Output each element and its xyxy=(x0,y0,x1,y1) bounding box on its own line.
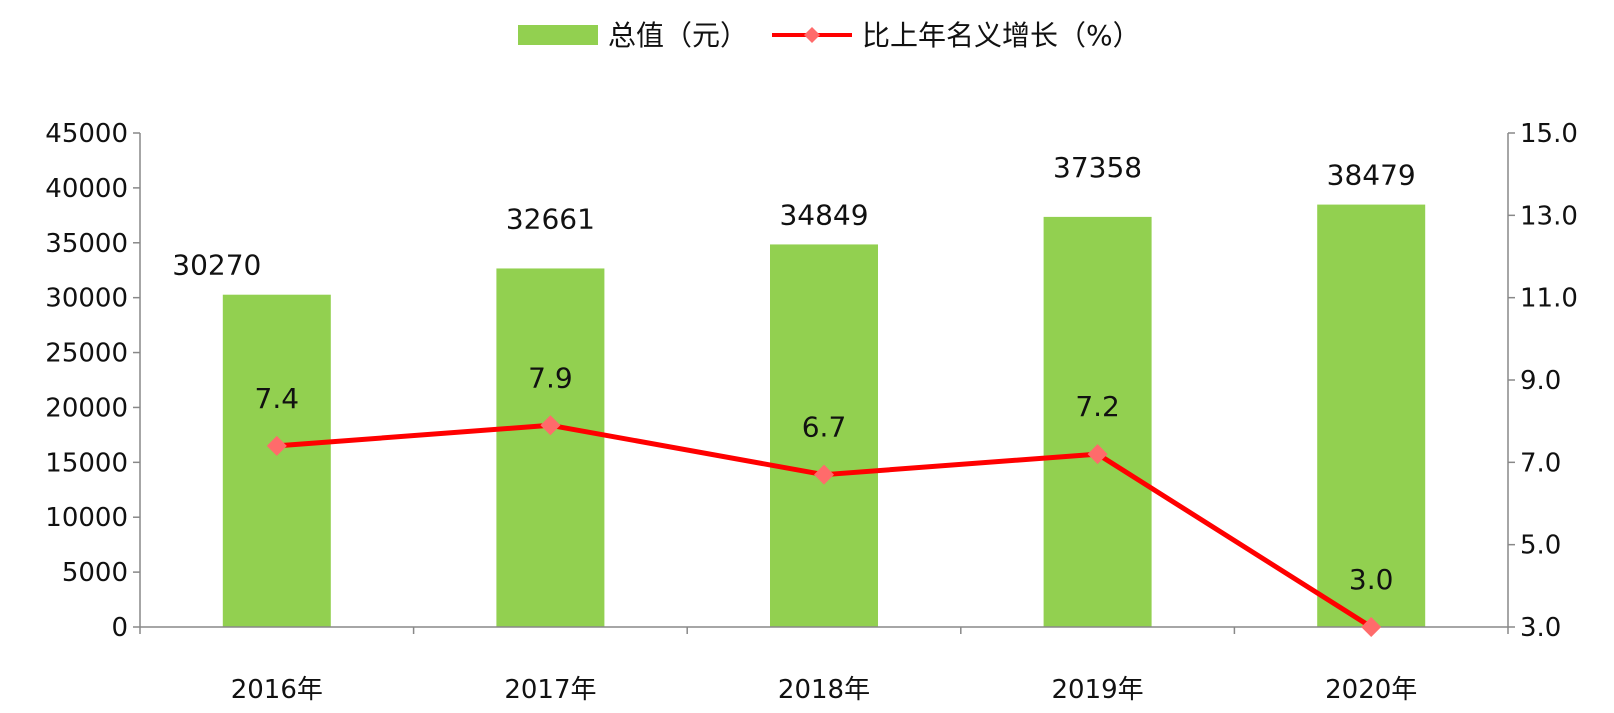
x-tick-label: 2016年 xyxy=(231,675,323,705)
y-left-tick-label: 45000 xyxy=(45,119,128,149)
y-left-tick-label: 30000 xyxy=(45,284,128,314)
y-left-tick-label: 40000 xyxy=(45,174,128,204)
bar xyxy=(770,244,878,627)
legend-label-bar: 总值（元） xyxy=(608,19,748,52)
line-marker xyxy=(540,415,561,436)
bar xyxy=(1043,216,1152,627)
bar xyxy=(1317,204,1426,627)
bar-value-label: 37358 xyxy=(1053,151,1142,184)
y-left-tick-label: 35000 xyxy=(45,229,128,259)
y-right-tick-label: 9.0 xyxy=(1520,366,1561,396)
y-right-tick-label: 13.0 xyxy=(1520,201,1578,231)
line-series xyxy=(266,415,1382,637)
line-value-label: 7.4 xyxy=(255,382,300,415)
y-right-tick-label: 15.0 xyxy=(1520,119,1578,149)
x-tick-label: 2017年 xyxy=(504,675,596,705)
bar xyxy=(222,294,331,627)
bar xyxy=(496,268,605,627)
y-left-tick-label: 25000 xyxy=(45,339,128,369)
y-right-tick-label: 3.0 xyxy=(1520,613,1561,643)
y-right-tick-label: 11.0 xyxy=(1520,284,1578,314)
line-value-label: 7.9 xyxy=(528,361,573,394)
bar-value-label: 38479 xyxy=(1327,159,1416,192)
x-tick-label: 2018年 xyxy=(778,675,870,705)
y-left-tick-label: 10000 xyxy=(45,503,128,533)
x-tick-label: 2019年 xyxy=(1052,675,1144,705)
legend-label-line: 比上年名义增长（%） xyxy=(862,19,1141,52)
bar-series xyxy=(222,204,1426,627)
y-left-tick-label: 5000 xyxy=(62,558,128,588)
line-value-label: 6.7 xyxy=(802,411,847,444)
x-tick-label: 2020年 xyxy=(1325,675,1417,705)
line-marker xyxy=(1087,444,1108,465)
bar-value-label: 30270 xyxy=(172,249,261,282)
line-value-label: 3.0 xyxy=(1349,563,1394,596)
line-value-label: 7.2 xyxy=(1075,390,1120,423)
legend-swatch-bar xyxy=(518,25,598,45)
y-right-tick-label: 5.0 xyxy=(1520,531,1561,561)
line-marker xyxy=(1361,617,1382,637)
line-marker xyxy=(266,435,287,456)
legend-marker xyxy=(804,27,820,43)
y-left-tick-label: 0 xyxy=(111,613,128,643)
legend: 总值（元） 比上年名义增长（%） xyxy=(518,19,1141,52)
axes: 0 5000 10000 15000 20000 25000 30000 35000 40000… xyxy=(45,119,1578,705)
y-left-tick-label: 15000 xyxy=(45,448,128,478)
y-right-tick-label: 7.0 xyxy=(1520,448,1561,478)
bar-value-label: 32661 xyxy=(506,202,595,235)
bar-value-label: 34849 xyxy=(779,198,868,231)
data-labels: 30270 32661 34849 37358 38479 7.4 7.9 6.7 7.2 3.0 xyxy=(172,151,1415,596)
y-left-tick-label: 20000 xyxy=(45,393,128,423)
line-marker xyxy=(814,464,834,485)
